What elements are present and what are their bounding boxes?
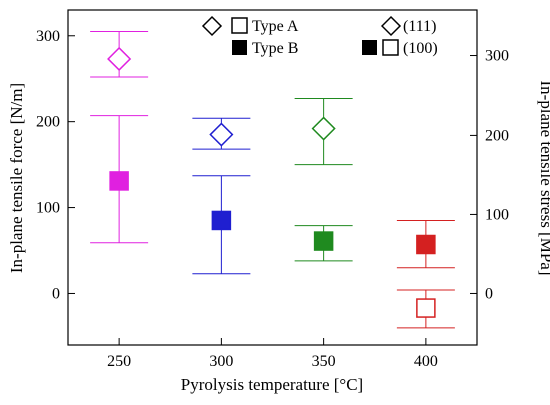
type-b-point-square [416, 234, 436, 255]
type-b-point-square [109, 171, 129, 191]
legend-111-label: (111) [403, 18, 436, 35]
legend-100-label: (100) [403, 40, 438, 57]
x-tick-label: 250 [107, 353, 131, 370]
legend-type-a-label: Type A [252, 18, 299, 35]
y-axis-left-title: In-plane tensile force [N/m] [7, 83, 26, 273]
legend-type-a-diamond-icon [201, 15, 223, 37]
x-tick-label: 300 [209, 353, 233, 370]
type-b-point-square [313, 231, 334, 251]
y-left-tick-label: 100 [36, 200, 60, 217]
type-a-point-diamond [209, 122, 234, 147]
x-tick-label: 350 [312, 353, 336, 370]
x-axis-title: Pyrolysis temperature [°C] [181, 375, 363, 394]
plot-area-frame [67, 9, 478, 346]
y-left-tick-label: 300 [36, 28, 60, 45]
legend-111-diamond-icon [380, 15, 402, 37]
legend-type-b-label: Type B [252, 40, 298, 57]
y-right-tick-label: 200 [485, 127, 509, 144]
y-right-tick-label: 300 [485, 48, 509, 65]
legend-100-solid-square-icon [362, 40, 377, 55]
y-axis-right-title: In-plane tensile stress [MPa] [537, 81, 550, 276]
x-tick-label: 400 [414, 353, 438, 370]
type-a-point-diamond [107, 46, 132, 72]
legend-type-a-square-icon [231, 17, 248, 34]
y-left-tick-label: 200 [36, 114, 60, 131]
type-a-point-diamond [311, 116, 336, 141]
y-left-tick-label: 0 [52, 285, 60, 302]
legend: Type A Type B (111) (100) [201, 15, 438, 57]
legend-100-open-square-icon [382, 39, 399, 56]
y-right-tick-label: 100 [485, 206, 509, 223]
y-right-tick-label: 0 [485, 285, 493, 302]
type-b-point-square [211, 210, 232, 231]
legend-type-b-square-icon [232, 40, 247, 55]
type-a-point-square [416, 298, 436, 318]
